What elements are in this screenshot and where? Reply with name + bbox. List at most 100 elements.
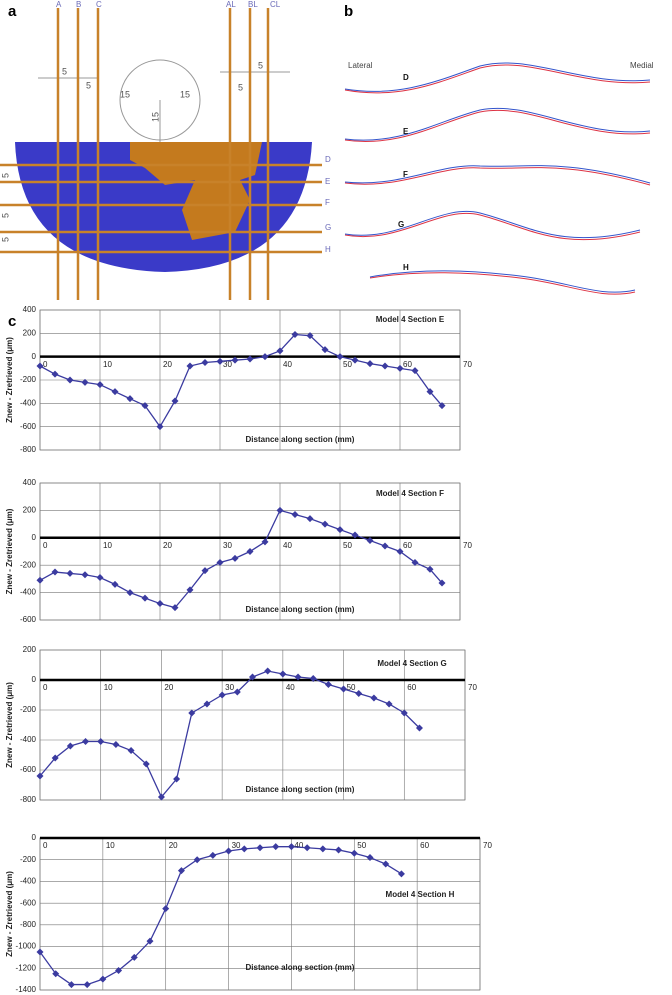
data-point — [112, 741, 120, 748]
y-tick-label: -800 — [20, 920, 37, 929]
data-point — [127, 747, 135, 754]
plot-frame — [39, 649, 466, 801]
y-tick-label: 400 — [23, 305, 37, 314]
data-point — [115, 966, 123, 974]
x-tick-label: 20 — [163, 360, 172, 369]
y-tick-label: 400 — [23, 478, 37, 487]
data-point — [261, 538, 269, 546]
data-point — [246, 548, 254, 555]
data-point — [336, 353, 344, 361]
data-point — [111, 580, 119, 588]
x-tick-label: 10 — [106, 841, 115, 850]
data-point — [157, 793, 165, 801]
profile — [369, 272, 636, 295]
x-tick-label: 20 — [169, 841, 178, 850]
data-point — [336, 526, 344, 534]
x-tick-label: 50 — [343, 541, 352, 550]
data-point — [216, 357, 224, 365]
data-point — [400, 709, 408, 717]
panel-b: Lateral Medial D E F G H — [344, 61, 654, 295]
panel-label: b — [344, 3, 353, 20]
x-tick-label: 70 — [463, 360, 472, 369]
data-point — [324, 681, 332, 688]
x-axis-label: Distance along section (mm) — [246, 605, 355, 614]
section-label: CL — [270, 0, 281, 9]
section-label: F — [325, 198, 330, 207]
data-point — [294, 673, 302, 681]
data-point — [340, 685, 348, 693]
x-axis-label: Distance along section (mm) — [246, 785, 355, 794]
y-axis-label: Znew - Zretrieved (μm) — [5, 508, 14, 594]
section-label: AL — [226, 0, 236, 9]
section-label: F — [403, 170, 408, 179]
panel-label: c — [8, 313, 16, 330]
data-point — [156, 423, 164, 431]
profile — [344, 165, 651, 184]
data-point — [209, 851, 217, 859]
data-point — [186, 362, 194, 370]
data-point — [350, 849, 358, 857]
dimension: 5 — [0, 173, 10, 178]
y-axis-label: Znew - Zretrieved (μm) — [5, 682, 14, 768]
section-label: BL — [248, 0, 258, 9]
y-axis-label: Znew - Zretrieved (μm) — [5, 337, 14, 423]
section-label: A — [56, 0, 62, 9]
data-point — [256, 844, 264, 852]
data-point — [126, 395, 134, 403]
x-tick-label: 60 — [403, 541, 412, 550]
y-axis-label: Znew - Zretrieved (μm) — [5, 871, 14, 957]
section-label: D — [403, 73, 409, 82]
y-tick-label: 200 — [23, 506, 37, 515]
data-point — [66, 376, 74, 384]
lateral-label: Lateral — [348, 61, 373, 70]
data-point — [291, 331, 299, 338]
data-point — [309, 675, 317, 682]
data-point — [246, 355, 254, 363]
section-label: G — [325, 223, 331, 232]
data-point — [177, 867, 185, 875]
data-point — [225, 847, 233, 855]
data-line — [39, 509, 443, 609]
y-tick-label: -200 — [20, 375, 37, 384]
data-point — [36, 948, 44, 956]
y-tick-label: -800 — [20, 445, 37, 454]
x-tick-label: 50 — [347, 683, 356, 692]
x-tick-label: 10 — [103, 541, 112, 550]
data-point — [261, 353, 269, 361]
x-tick-label: 60 — [407, 683, 416, 692]
data-point — [36, 576, 44, 584]
data-point — [201, 359, 209, 366]
x-tick-label: 20 — [163, 541, 172, 550]
x-tick-label: 50 — [343, 360, 352, 369]
y-tick-label: -600 — [20, 765, 37, 774]
data-point — [240, 845, 248, 853]
dimension: 5 — [62, 66, 67, 76]
data-point — [321, 520, 329, 528]
data-point — [351, 356, 359, 364]
data-point — [82, 738, 90, 745]
y-tick-label: -200 — [20, 855, 37, 864]
data-point — [287, 843, 295, 851]
data-point — [146, 937, 154, 945]
data-point — [276, 347, 284, 355]
data-point — [51, 370, 59, 378]
data-point — [51, 568, 59, 576]
section-label: C — [96, 0, 102, 9]
data-point — [218, 691, 226, 699]
y-tick-label: -1000 — [16, 942, 37, 951]
data-point — [111, 388, 119, 396]
data-point — [83, 981, 91, 989]
data-point — [366, 360, 374, 368]
medial-label: Medial — [630, 61, 654, 70]
data-point — [81, 378, 89, 386]
y-tick-label: -800 — [20, 795, 37, 804]
data-point — [426, 388, 434, 396]
x-tick-label: 0 — [43, 541, 48, 550]
data-point — [201, 567, 209, 575]
data-point — [173, 775, 181, 783]
x-tick-label: 50 — [357, 841, 366, 850]
data-point — [36, 362, 44, 370]
data-point — [381, 362, 389, 370]
data-point — [231, 554, 239, 562]
data-point — [381, 542, 389, 550]
